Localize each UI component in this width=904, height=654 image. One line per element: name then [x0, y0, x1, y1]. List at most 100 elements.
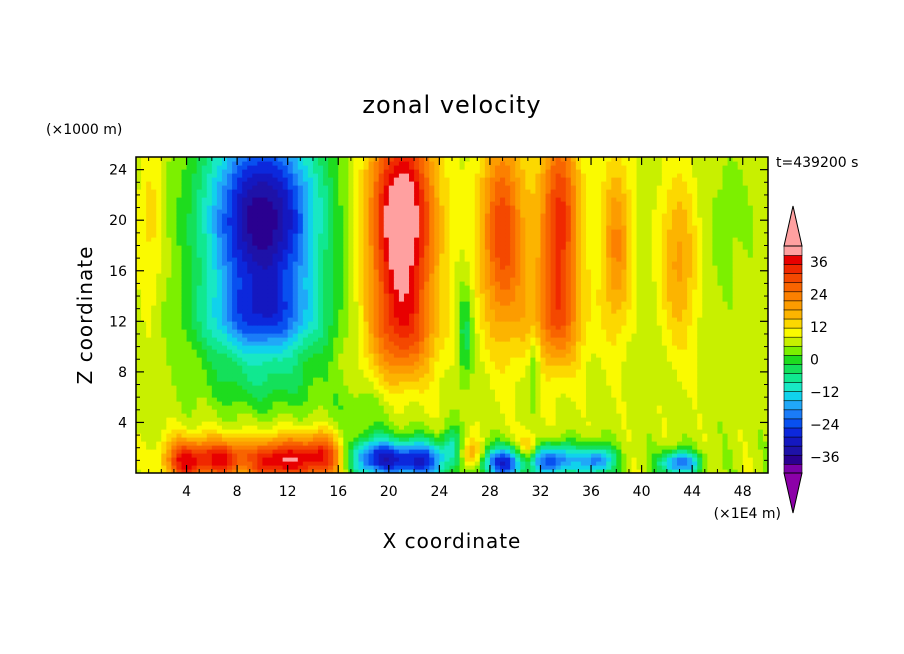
field-cell [591, 409, 597, 414]
field-cell [338, 437, 344, 442]
field-cell [146, 313, 152, 318]
field-cell [227, 381, 233, 386]
field-cell [343, 317, 349, 322]
field-cell [444, 349, 451, 354]
field-cell [737, 405, 744, 410]
field-cell [575, 405, 582, 410]
field-cell [206, 385, 213, 390]
field-cell [530, 469, 537, 473]
field-cell [712, 393, 719, 398]
field-cell [318, 365, 324, 370]
field-cell [363, 393, 370, 398]
field-cell [646, 329, 653, 334]
field-cell [363, 401, 370, 406]
field-cell [424, 457, 430, 462]
field-cell [151, 401, 157, 406]
field-cell [722, 373, 729, 378]
field-cell [368, 413, 375, 418]
field-cell [641, 365, 648, 370]
field-cell [398, 369, 405, 374]
field-cell [489, 441, 496, 446]
field-cell [323, 385, 329, 390]
field-cell [211, 465, 218, 470]
field-cell [307, 441, 314, 446]
field-cell [449, 313, 456, 318]
field-cell [181, 429, 188, 434]
field-cell [535, 373, 542, 378]
field-cell [409, 337, 415, 342]
field-cell [464, 461, 471, 466]
field-cell [666, 337, 673, 342]
field-cell [671, 417, 678, 422]
field-cell [707, 349, 713, 354]
field-cell [252, 397, 258, 402]
field-cell [530, 381, 537, 386]
field-cell [682, 441, 688, 446]
field-cell [414, 353, 420, 358]
field-cell [206, 337, 213, 342]
field-cell [626, 329, 633, 334]
field-cell [232, 405, 238, 410]
field-cell [302, 421, 309, 426]
field-cell [636, 317, 643, 322]
field-cell [454, 445, 461, 450]
field-cell [515, 385, 521, 390]
field-cell [307, 377, 314, 382]
field-cell [651, 353, 658, 358]
field-cell [646, 433, 653, 438]
field-cell [358, 393, 365, 398]
field-cell [307, 361, 314, 366]
field-cell [141, 465, 147, 470]
field-cell [585, 413, 592, 418]
field-cell [535, 325, 542, 330]
field-cell [151, 433, 157, 438]
field-cell [601, 369, 607, 374]
field-cell [494, 469, 501, 473]
field-cell [752, 393, 759, 398]
field-cell [555, 401, 562, 406]
field-cell [338, 417, 344, 422]
field-cell [712, 353, 719, 358]
field-cell [727, 345, 734, 350]
field-cell [343, 453, 349, 458]
field-cell [515, 445, 521, 450]
field-cell [682, 317, 688, 322]
field-cell [444, 397, 451, 402]
field-cell [550, 413, 557, 418]
field-cell [631, 337, 638, 342]
field-cell [444, 325, 451, 330]
field-cell [565, 401, 572, 406]
field-cell [368, 401, 375, 406]
field-cell [368, 337, 375, 342]
field-cell [302, 417, 309, 422]
field-cell [707, 413, 713, 418]
field-cell [646, 413, 653, 418]
field-cell [606, 429, 612, 434]
field-cell [479, 441, 486, 446]
field-cell [449, 393, 456, 398]
field-cell [383, 333, 390, 338]
field-cell [181, 449, 188, 454]
field-cell [454, 437, 461, 442]
field-cell [732, 325, 739, 330]
field-cell [227, 405, 233, 410]
field-cell [348, 385, 355, 390]
field-cell [591, 361, 597, 366]
field-cell [747, 397, 754, 402]
field-cell [166, 377, 172, 382]
field-cell [146, 353, 152, 358]
field-cell [343, 393, 349, 398]
field-cell [186, 333, 193, 338]
field-cell [328, 421, 334, 426]
field-cell [227, 417, 233, 422]
field-cell [318, 457, 324, 462]
field-cell [671, 401, 678, 406]
field-cell [201, 369, 208, 374]
field-cell [682, 369, 688, 374]
field-cell [211, 425, 218, 430]
field-cell [641, 433, 648, 438]
field-cell [631, 421, 638, 426]
field-cell [146, 321, 152, 326]
field-cell [151, 317, 157, 322]
field-cell [747, 317, 754, 322]
